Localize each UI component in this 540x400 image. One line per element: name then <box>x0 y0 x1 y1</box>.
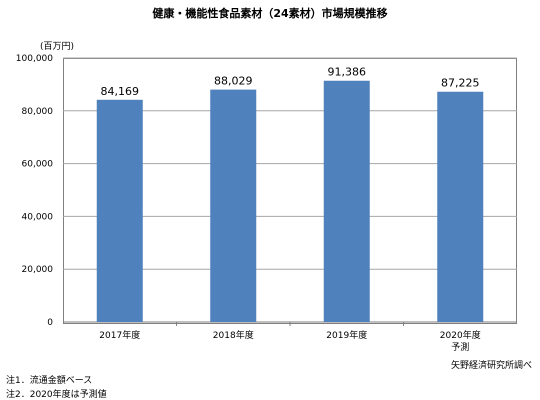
x-tick-label: 2018年度 <box>213 329 254 341</box>
y-tick-label: 100,000 <box>16 54 53 64</box>
data-label: 91,386 <box>328 66 367 79</box>
x-tick-label: 2019年度 <box>326 329 367 341</box>
y-tick-label: 0 <box>47 318 53 328</box>
note-1: 注1．流通金額ベース <box>6 376 93 386</box>
data-label: 87,225 <box>441 77 480 90</box>
data-label: 84,169 <box>101 85 140 98</box>
note-2: 注2．2020年度は予測値 <box>6 390 107 400</box>
chart-title: 健康・機能性食品素材（24素材）市場規模推移 <box>152 7 388 20</box>
bar <box>437 91 484 322</box>
y-tick-label: 60,000 <box>22 160 54 170</box>
x-tick-label: 2020年度 <box>440 329 481 341</box>
x-tick-sublabel: 予測 <box>451 341 469 353</box>
y-tick-label: 20,000 <box>22 265 54 275</box>
y-tick-label: 80,000 <box>22 107 54 117</box>
bar <box>323 80 370 322</box>
source-label: 矢野経済研究所調べ <box>450 361 532 371</box>
data-label: 88,029 <box>214 75 253 88</box>
y-axis-unit: (百万円) <box>40 42 75 52</box>
y-tick-label: 40,000 <box>22 212 54 222</box>
bar <box>210 89 257 322</box>
bar <box>96 99 143 322</box>
x-tick-label: 2017年度 <box>99 329 140 341</box>
